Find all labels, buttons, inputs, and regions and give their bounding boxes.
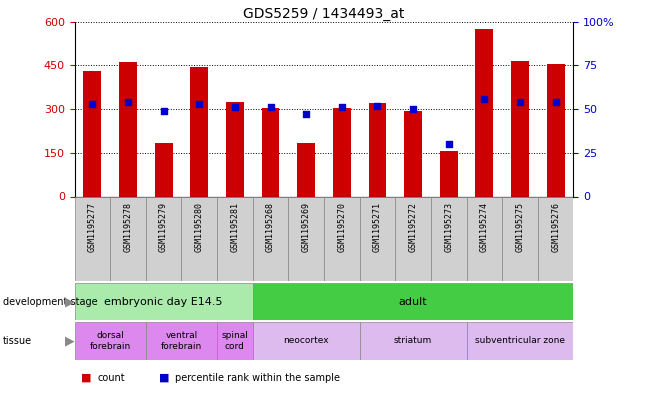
- Bar: [431, 196, 467, 281]
- Point: [337, 104, 347, 110]
- Point: [479, 95, 490, 102]
- Title: GDS5259 / 1434493_at: GDS5259 / 1434493_at: [243, 7, 405, 20]
- Point: [550, 99, 561, 105]
- Text: striatum: striatum: [394, 336, 432, 345]
- Bar: [119, 62, 137, 196]
- Bar: [253, 283, 573, 320]
- Text: GSM1195273: GSM1195273: [445, 202, 453, 252]
- Point: [408, 106, 419, 112]
- Bar: [404, 110, 422, 196]
- Text: GSM1195276: GSM1195276: [551, 202, 560, 252]
- Text: ■: ■: [159, 373, 169, 383]
- Text: GSM1195277: GSM1195277: [88, 202, 97, 252]
- Bar: [395, 196, 431, 281]
- Bar: [547, 64, 564, 196]
- Text: ■: ■: [81, 373, 91, 383]
- Bar: [75, 196, 110, 281]
- Point: [443, 141, 454, 147]
- Text: count: count: [97, 373, 125, 383]
- Text: percentile rank within the sample: percentile rank within the sample: [175, 373, 340, 383]
- Bar: [191, 67, 208, 196]
- Text: GSM1195275: GSM1195275: [516, 202, 524, 252]
- Point: [87, 101, 97, 107]
- Bar: [360, 196, 395, 281]
- Bar: [181, 196, 217, 281]
- Text: ventral
forebrain: ventral forebrain: [161, 331, 202, 351]
- Text: GSM1195280: GSM1195280: [195, 202, 203, 252]
- Text: GSM1195281: GSM1195281: [231, 202, 239, 252]
- Bar: [440, 151, 457, 196]
- Bar: [253, 196, 288, 281]
- Point: [515, 99, 525, 105]
- Text: subventricular zone: subventricular zone: [475, 336, 565, 345]
- Text: spinal
cord: spinal cord: [222, 331, 248, 351]
- Bar: [297, 143, 315, 196]
- Text: GSM1195269: GSM1195269: [302, 202, 310, 252]
- Point: [301, 111, 311, 118]
- Text: GSM1195270: GSM1195270: [338, 202, 346, 252]
- Bar: [253, 322, 360, 360]
- Bar: [467, 196, 502, 281]
- Bar: [84, 71, 101, 196]
- Bar: [226, 102, 244, 196]
- Bar: [511, 61, 529, 196]
- Text: development stage: development stage: [3, 297, 98, 307]
- Text: GSM1195274: GSM1195274: [480, 202, 489, 252]
- Point: [265, 104, 275, 110]
- Point: [229, 104, 240, 110]
- Point: [194, 101, 205, 107]
- Text: dorsal
forebrain: dorsal forebrain: [89, 331, 131, 351]
- Text: GSM1195279: GSM1195279: [159, 202, 168, 252]
- Bar: [333, 108, 351, 196]
- Bar: [146, 322, 217, 360]
- Point: [123, 99, 133, 105]
- Bar: [75, 283, 253, 320]
- Point: [158, 108, 168, 114]
- Bar: [360, 322, 467, 360]
- Bar: [146, 196, 181, 281]
- Text: adult: adult: [399, 297, 428, 307]
- Text: GSM1195268: GSM1195268: [266, 202, 275, 252]
- Bar: [217, 196, 253, 281]
- Bar: [75, 322, 146, 360]
- Bar: [324, 196, 360, 281]
- Bar: [155, 143, 172, 196]
- Text: ▶: ▶: [65, 334, 75, 347]
- Text: GSM1195271: GSM1195271: [373, 202, 382, 252]
- Bar: [262, 108, 279, 196]
- Bar: [467, 322, 573, 360]
- Bar: [217, 322, 253, 360]
- Text: ▶: ▶: [65, 295, 75, 308]
- Bar: [538, 196, 573, 281]
- Text: embryonic day E14.5: embryonic day E14.5: [104, 297, 223, 307]
- Bar: [369, 103, 386, 196]
- Text: GSM1195278: GSM1195278: [124, 202, 132, 252]
- Bar: [288, 196, 324, 281]
- Text: tissue: tissue: [3, 336, 32, 346]
- Bar: [502, 196, 538, 281]
- Bar: [110, 196, 146, 281]
- Text: GSM1195272: GSM1195272: [409, 202, 417, 252]
- Point: [372, 103, 382, 109]
- Text: neocortex: neocortex: [283, 336, 329, 345]
- Bar: [476, 29, 493, 196]
